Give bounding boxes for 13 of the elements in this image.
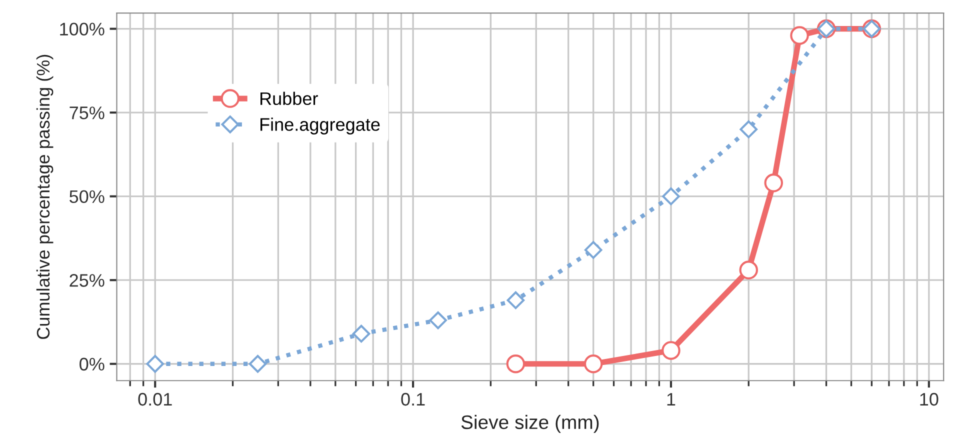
x-axis-title: Sieve size (mm) [461, 414, 599, 433]
y-tick-label: 75% [70, 106, 104, 120]
y-tick-label: 50% [70, 190, 104, 204]
x-tick-label: 10 [920, 392, 938, 406]
y-tick-label: 100% [60, 22, 104, 36]
y-tick-label: 25% [70, 274, 104, 287]
y-tick-label: 0% [80, 358, 104, 371]
legend-label: Rubber [260, 92, 318, 106]
y-axis-title: Cumulative percentage passing (%) [36, 54, 54, 339]
legend-label: Fine.aggregate [260, 118, 380, 134]
x-tick-label: 0.1 [401, 392, 425, 406]
x-tick-label: 0.01 [138, 392, 172, 406]
x-tick-label: 1 [667, 393, 676, 406]
